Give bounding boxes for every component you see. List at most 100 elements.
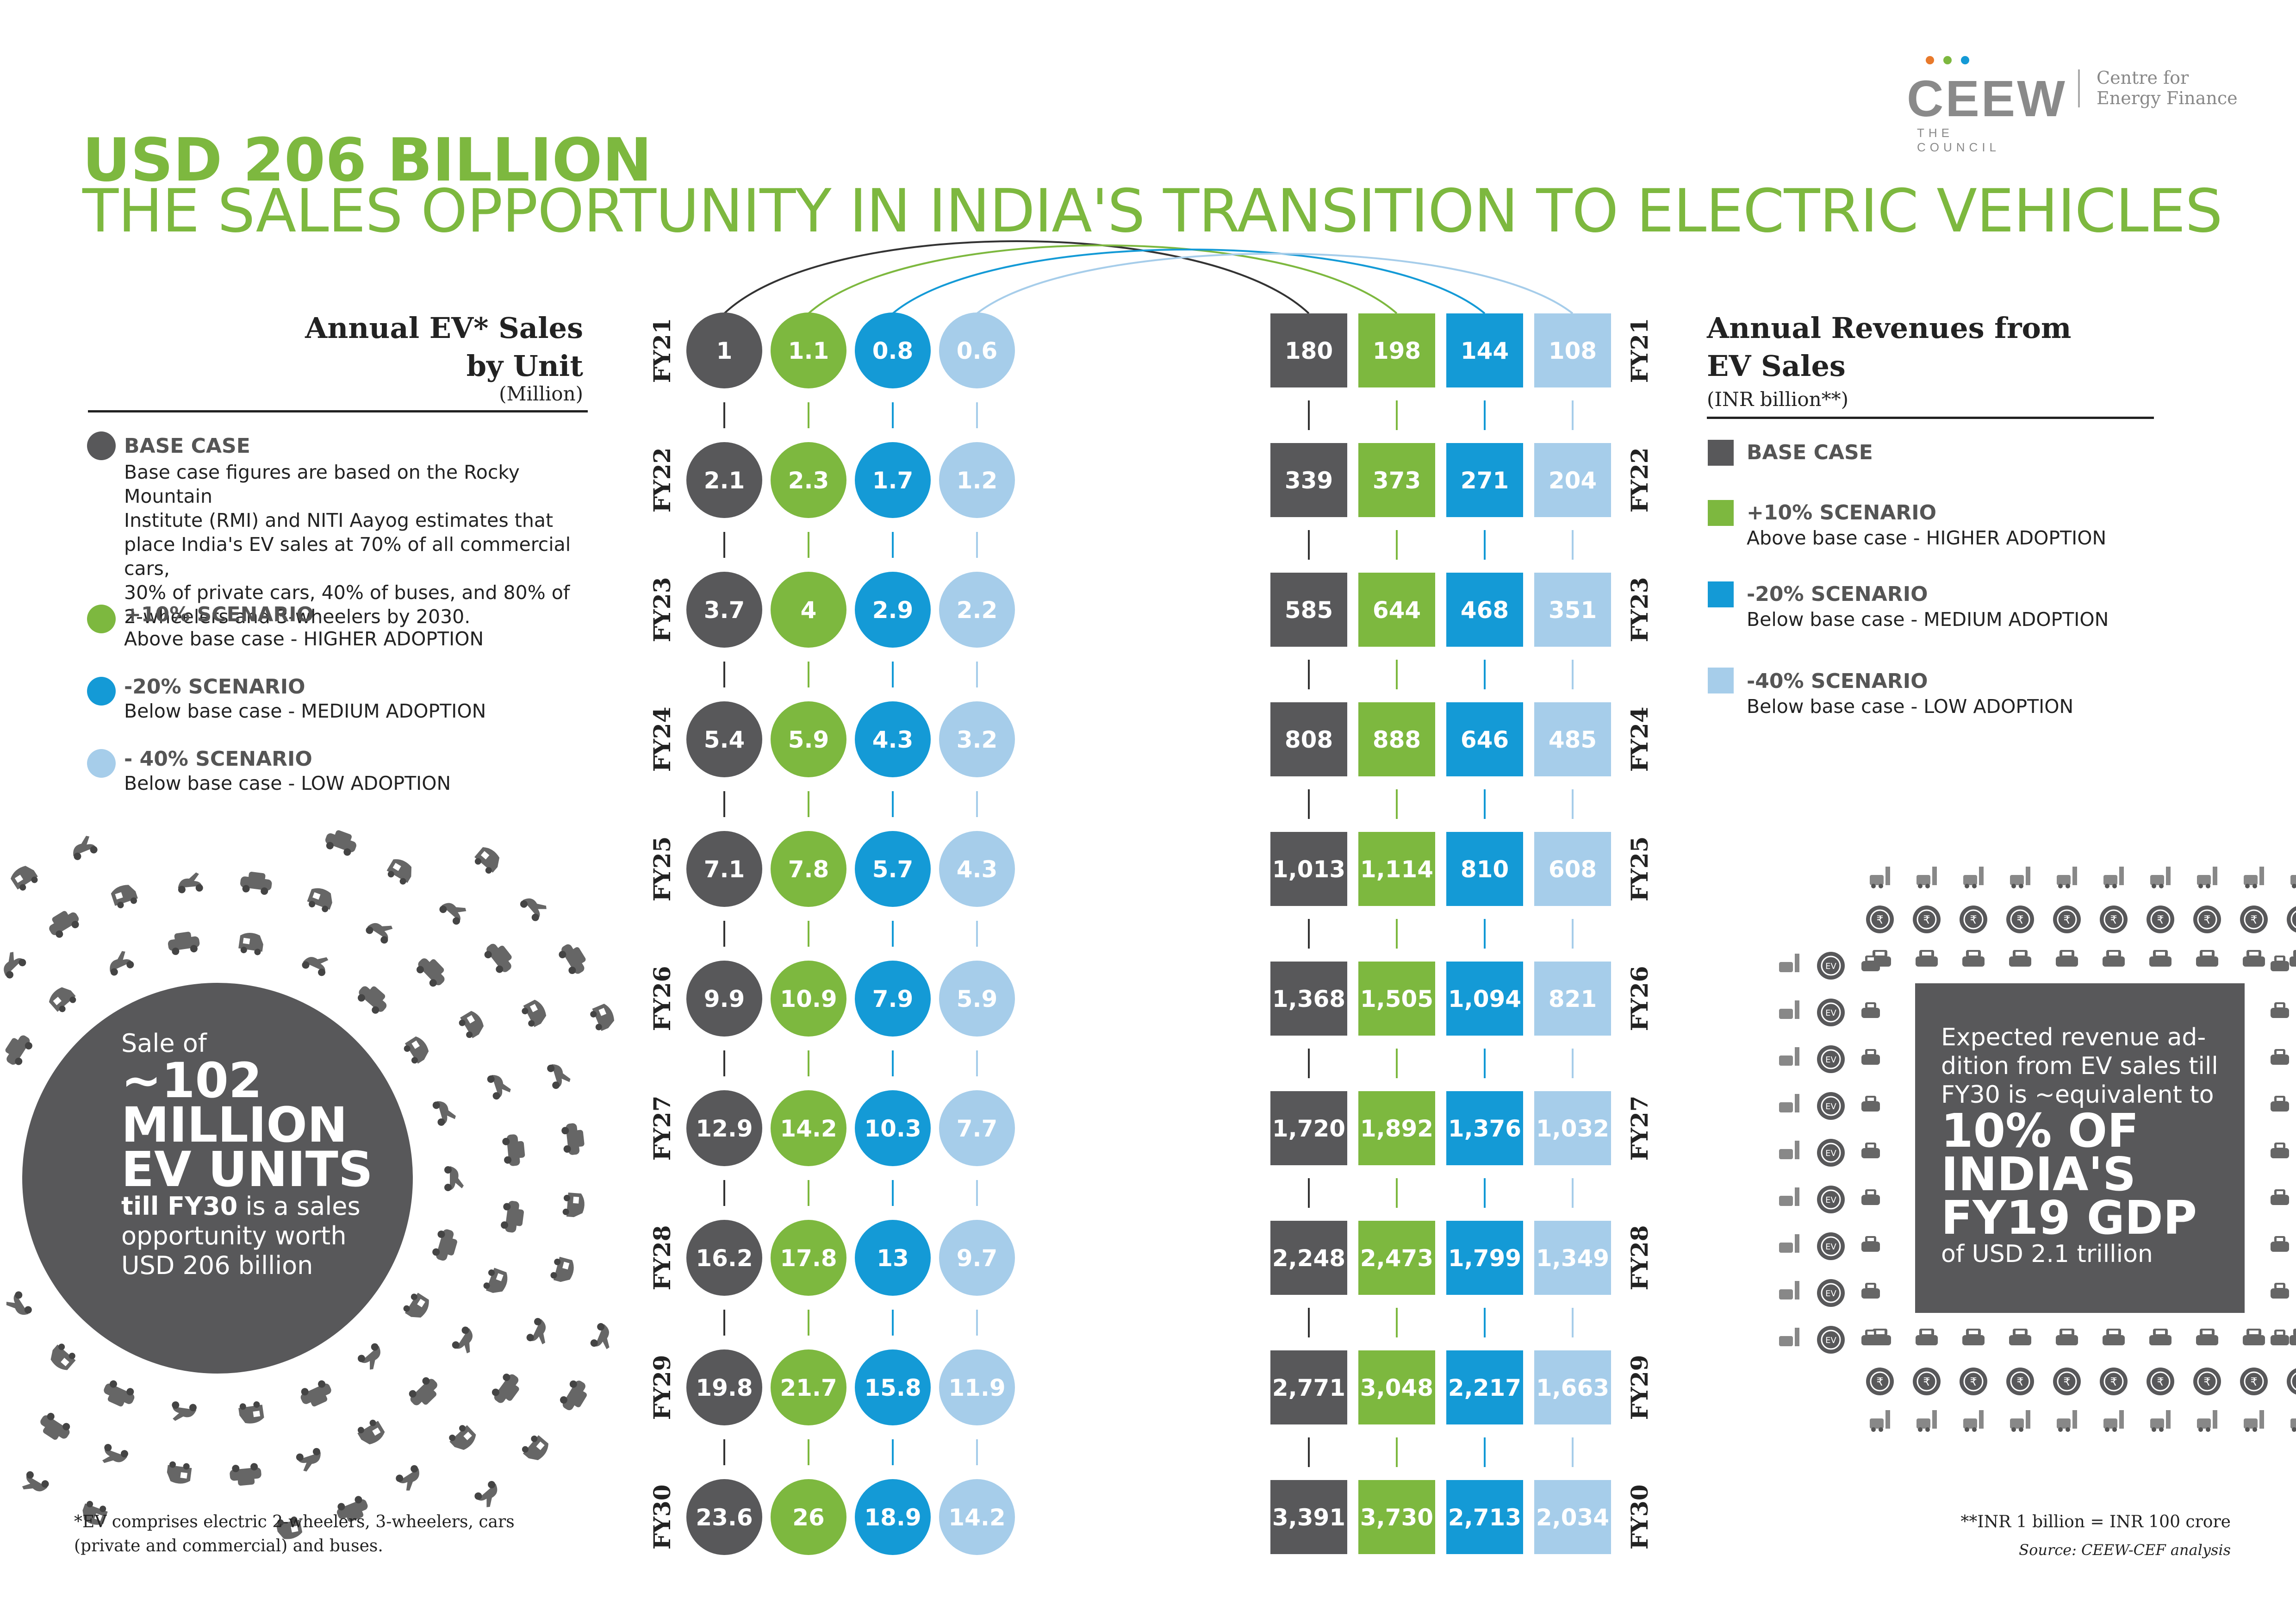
revenue-square-mark (1446, 1480, 1523, 1554)
auto-rickshaw-icon (307, 888, 332, 912)
svg-text:EV: EV (1825, 1336, 1836, 1345)
revenue-fy-label: FY26 (1626, 966, 1653, 1031)
revenue-value-label: 1,720 (1272, 1115, 1345, 1142)
revenue-fy-label: FY29 (1626, 1355, 1653, 1420)
revenue-square-mark (1446, 962, 1523, 1036)
car-front-icon (1861, 1283, 1880, 1299)
units-fy-label: FY22 (648, 448, 676, 513)
car-icon (561, 1123, 585, 1155)
car-front-icon (1861, 1049, 1880, 1065)
scooter-icon (487, 1075, 511, 1100)
ev-badge-icon: EV (1817, 1279, 1845, 1307)
revenue-square-mark (1534, 1221, 1611, 1295)
unit-circle-mark (686, 312, 762, 388)
unit-circle-mark (771, 1349, 846, 1425)
rupee-coin-icon: ₹ (2147, 906, 2174, 933)
car-front-icon (2196, 950, 2218, 967)
car-icon (560, 1380, 587, 1411)
callout-bold: till FY30 (121, 1192, 238, 1221)
auto-rickshaw-icon (522, 1435, 548, 1461)
ev-charger-icon (2103, 1410, 2124, 1432)
legend-plus10-desc: Above base case - HIGHER ADOPTION (124, 628, 484, 650)
revenue-fy-label: FY24 (1626, 707, 1653, 772)
auto-rickshaw-icon (49, 987, 76, 1012)
car-front-icon (2271, 956, 2289, 971)
unit-circle-mark (855, 1479, 931, 1555)
car-front-icon (1861, 1189, 1880, 1205)
scooter-icon (547, 1064, 571, 1089)
legend-rev-minus20-title: -20% SCENARIO (1747, 582, 1928, 606)
svg-text:EV: EV (1825, 962, 1836, 971)
car-icon (502, 1134, 525, 1166)
legend-minus40-dot (87, 749, 116, 778)
partner-name: Centre for Energy Finance (2097, 68, 2238, 108)
revenue-fy-label: FY30 (1626, 1485, 1653, 1550)
revenue-value-label: 1,368 (1272, 986, 1345, 1012)
ev-charger-icon (1779, 1328, 1799, 1346)
revenue-value-label: 821 (1549, 986, 1597, 1012)
page-subtitle: THE SALES OPPORTUNITY IN INDIA'S TRANSIT… (82, 177, 2223, 246)
revenue-chart: 180 339 585 808 1,013 1,368 1,720 2,248 2,771 3,3… (1270, 313, 1653, 1554)
revenue-square-mark (1270, 313, 1347, 387)
rupee-coin-icon: ₹ (2287, 1368, 2296, 1395)
partner-line-1: Centre for (2097, 68, 2189, 88)
revenue-square-mark (1270, 573, 1347, 647)
revenue-square-mark (1446, 1221, 1523, 1295)
revenue-square-mark (1446, 313, 1523, 387)
svg-text:₹: ₹ (2157, 913, 2164, 926)
car-front-icon (1861, 1096, 1880, 1112)
units-chart: 1 2.1 3.7 5.4 7.1 9.9 12.9 16.2 19.8 23.6 1.1 2.3 4 5… (648, 312, 1015, 1555)
legend-rev-plus10-desc: Above base case - HIGHER ADOPTION (1747, 527, 2107, 549)
rupee-coin-icon: ₹ (2100, 906, 2128, 933)
scooter-icon (590, 1323, 610, 1349)
unit-circle-mark (939, 1479, 1015, 1555)
unit-circle-mark (855, 442, 931, 518)
unit-value-label: 23.6 (696, 1504, 753, 1531)
rupee-coin-icon: ₹ (2006, 1368, 2034, 1395)
footnote-line: *EV comprises electric 2-wheelers, 3-whe… (74, 1512, 515, 1531)
auto-rickshaw-icon (238, 1401, 264, 1424)
revenue-square-mark (1270, 962, 1347, 1036)
car-icon (300, 1380, 331, 1407)
legend-base-dot (87, 431, 116, 460)
ev-charger-icon (1779, 954, 1799, 972)
car-front-icon (2271, 1189, 2289, 1205)
auto-rickshaw-icon (238, 933, 263, 956)
ev-badge-icon: EV (1817, 1092, 1845, 1120)
legend-rev-base-square (1708, 440, 1734, 466)
svg-text:₹: ₹ (1970, 1375, 1977, 1388)
ev-charger-icon (2244, 867, 2264, 888)
unit-value-label: 5.9 (788, 726, 829, 753)
units-heading: Annual EV* Sales by Unit (231, 309, 583, 385)
unit-value-label: 2.9 (872, 597, 914, 624)
unit-value-label: 3.2 (957, 726, 998, 753)
revenue-square-mark (1534, 313, 1611, 387)
units-fy-label: FY30 (648, 1485, 676, 1550)
ev-footnote: *EV comprises electric 2-wheelers, 3-whe… (74, 1510, 515, 1558)
unit-circle-mark (771, 961, 846, 1037)
car-icon (230, 1463, 261, 1486)
unit-value-label: 9.7 (957, 1245, 998, 1272)
rupee-coin-icon: ₹ (2287, 906, 2296, 933)
unit-value-label: 1.1 (788, 337, 829, 364)
legend-rev-minus20-desc: Below base case - MEDIUM ADOPTION (1747, 608, 2109, 631)
revenue-value-label: 2,248 (1272, 1245, 1345, 1272)
unit-circle-mark (939, 1220, 1015, 1296)
svg-text:₹: ₹ (1923, 1375, 1930, 1388)
car-front-icon (2009, 950, 2031, 967)
unit-circle-mark (855, 1090, 931, 1166)
auto-rickshaw-icon (474, 847, 500, 874)
unit-circle-mark (855, 961, 931, 1037)
ev-badge-icon: EV (1817, 1326, 1845, 1354)
legend-base-desc: Base case figures are based on the Rocky… (124, 460, 587, 629)
car-front-icon (2290, 950, 2296, 967)
revenue-value-label: 2,771 (1272, 1374, 1345, 1401)
unit-circle-mark (686, 831, 762, 907)
scooter-icon (452, 1326, 473, 1354)
ev-charger-icon (2290, 875, 2296, 888)
rupee-coin-icon: ₹ (2240, 1368, 2268, 1395)
svg-text:EV: EV (1825, 1289, 1836, 1299)
svg-text:₹: ₹ (2063, 1375, 2070, 1388)
car-front-icon (2271, 1002, 2289, 1018)
legend-rev-base-title: BASE CASE (1747, 441, 1873, 464)
